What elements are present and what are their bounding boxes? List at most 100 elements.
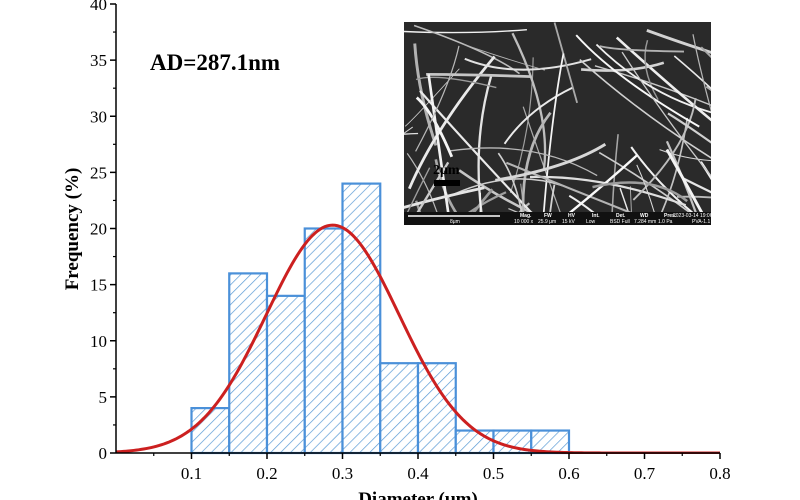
sem-fiber [553,22,579,104]
sem-fiber [692,34,711,113]
sem-fiber [621,51,711,177]
sem-fiber [404,186,485,209]
sem-fiber [568,194,595,212]
y-tick-label: 0 [99,444,108,463]
y-tick-label: 15 [90,276,107,295]
histogram-bar-8 [454,429,495,455]
x-axis-title: Diameter (μm) [358,489,478,500]
sem-fiber [665,148,704,212]
sem-fiber [521,111,552,212]
sem-fiber [599,45,684,53]
databar-value: 10 000 x [514,219,534,225]
sem-fiber [427,74,450,212]
sem-fiber [477,75,493,212]
sem-fiber [415,96,454,158]
histogram-bars [190,182,571,455]
sem-fiber [408,55,496,190]
sem-fiber [598,151,691,212]
sem-fiber [406,153,438,212]
sem-fiber [575,34,700,128]
sem-fiber [549,184,556,212]
histogram-bar-1 [190,407,231,455]
sem-fiber [419,90,533,212]
sem-fiber [434,159,458,212]
sem-fiber [479,192,482,212]
sem-fiber [615,36,711,122]
databar-header: Int. [592,213,600,219]
sem-fiber [594,65,711,106]
sem-fiber [462,43,545,71]
sem-fiber [450,147,598,177]
sem-scale-label: 2μm [433,163,460,178]
sem-fiber [579,59,711,159]
sem-fiber [646,28,711,54]
y-tick-label: 5 [99,388,108,407]
databar-value: BSD Full [610,219,630,225]
sem-fiber [611,134,619,212]
x-axis-ticks: 0.1 0.2 0.3 0.4 0.5 0.6 0.7 0.8 [153,453,731,483]
databar-timestamp: 2023-03-14 19:06 [673,213,713,219]
sem-fiber [632,97,697,201]
x-tick-label: 0.7 [634,464,656,483]
databar-value: 7.284 mm [634,219,656,225]
histogram-bar-4 [303,227,344,455]
sem-fiber [415,76,497,89]
databar-header: HV [568,213,576,219]
sem-fiber [673,55,711,90]
databar-value: Low [586,219,596,225]
sem-fiber [676,195,711,199]
databar-header: Mag. [520,213,532,219]
sem-fiber [522,106,561,212]
x-tick-label: 0.8 [709,464,730,483]
sem-fiber [458,169,533,212]
databar-value: 25.9 μm [538,219,556,225]
sem-fiber [630,146,694,212]
sem-fiber [464,57,592,71]
sem-fiber [520,183,525,212]
databar-header: Det. [616,213,626,219]
y-axis-ticks: 0 5 10 15 20 25 30 35 40 [90,0,116,463]
databar-value: 15 kV [562,219,575,225]
y-axis-title: Frequency (%) [62,168,83,291]
y-tick-label: 10 [90,332,107,351]
databar-header: FW [544,213,552,219]
histogram-bar-5 [341,182,382,455]
databar-value: 1.0 Pa [658,219,673,225]
sem-fiber [426,72,532,78]
histogram-bar-3 [265,294,306,455]
sem-fiber [542,53,565,212]
sem-fiber [644,39,659,101]
y-tick-label: 40 [90,0,107,14]
databar-sample: PVA-1.1 [692,219,710,225]
x-tick-label: 0.6 [558,464,579,483]
sem-fiber [415,45,460,152]
x-tick-label: 0.3 [332,464,353,483]
sem-fiber [406,167,431,212]
histogram-bar-6 [379,362,420,455]
sem-fiber [497,152,523,212]
y-tick-label: 20 [90,220,107,239]
databar-header: WD [640,213,649,219]
sem-fiber [503,86,574,145]
sem-fiber [468,191,507,212]
sem-fiber [636,164,655,212]
sem-fiber [416,161,450,212]
histogram-bar-7 [416,362,457,455]
sem-fiber [667,112,711,144]
x-tick-label: 0.4 [407,464,429,483]
sem-fiber [595,43,711,114]
databar-scale-text: 8μm [450,219,460,225]
y-tick-label: 35 [90,51,107,70]
sem-fiber [705,85,711,92]
x-tick-label: 0.1 [181,464,202,483]
databar-header: Pres. [664,213,677,219]
sem-fiber [568,154,639,212]
x-tick-label: 0.5 [483,464,504,483]
sem-fiber [404,28,527,34]
sem-fiber [404,68,460,127]
histogram-bar-2 [228,272,269,455]
sem-fiber [495,143,607,182]
